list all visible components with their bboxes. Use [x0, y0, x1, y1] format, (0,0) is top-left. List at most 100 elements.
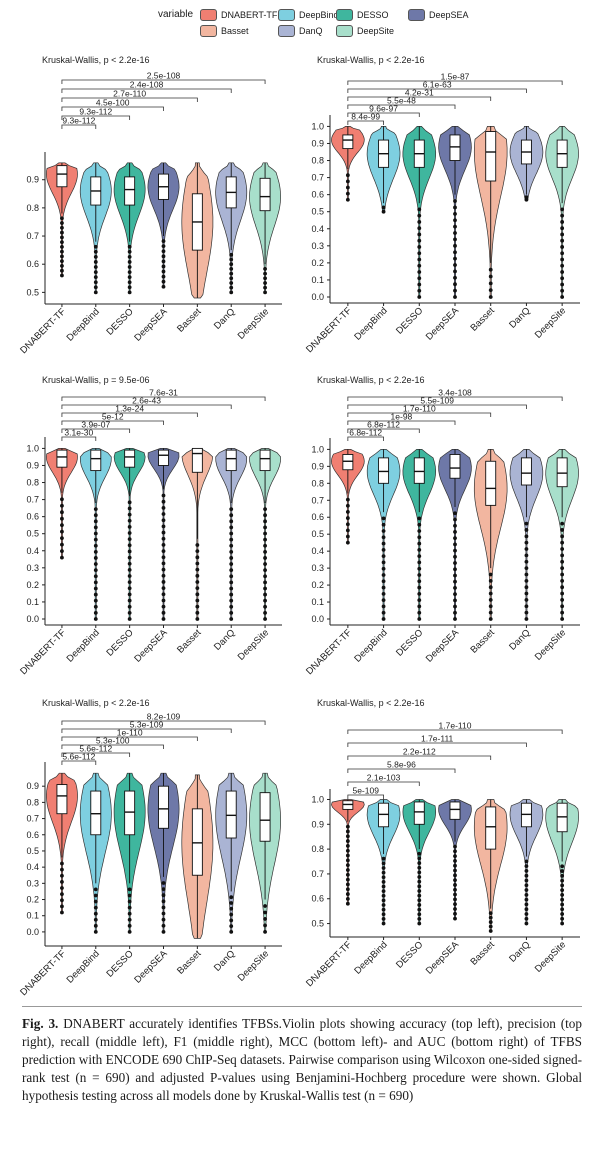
y-tick-label: 0.5: [26, 529, 39, 539]
outlier-point: [453, 863, 457, 868]
outlier-point: [127, 917, 132, 922]
outlier-point: [60, 216, 64, 221]
y-tick-label: 0.7: [26, 814, 39, 824]
comparison-p-value: 1e-98: [391, 412, 413, 422]
outlier-point: [345, 872, 350, 877]
outlier-point: [560, 263, 565, 268]
outlier-point: [93, 923, 98, 928]
outlier-point: [345, 173, 350, 178]
outlier-point: [524, 604, 529, 609]
outlier-point: [93, 525, 98, 530]
outlier-point: [417, 276, 422, 281]
outlier-point: [560, 547, 565, 551]
outlier-point: [560, 610, 565, 615]
x-tick-label: DESSO: [104, 627, 135, 658]
outlier-point: [417, 579, 422, 584]
outlier-point: [488, 591, 493, 596]
outlier-point: [560, 534, 565, 539]
outlier-point: [417, 522, 422, 527]
outlier-point: [488, 572, 493, 577]
outlier-point: [488, 915, 493, 920]
x-tick-label: Basset: [469, 305, 498, 334]
comparison-p-value: 1.3e-24: [115, 404, 144, 414]
comparison-bracket: [347, 436, 384, 441]
outlier-point: [229, 580, 234, 585]
outlier-point: [345, 858, 350, 863]
outlier-point: [524, 897, 529, 902]
outlier-point: [417, 617, 422, 621]
outlier-point: [60, 235, 64, 240]
outlier-point: [417, 270, 422, 274]
comparison-p-value: 1.7e-110: [439, 721, 472, 731]
outlier-point: [60, 879, 64, 884]
x-tick-label: Basset: [469, 939, 498, 968]
outlier-point: [60, 510, 64, 515]
outlier-point: [453, 288, 457, 293]
comparison-bracket: [347, 755, 492, 760]
outlier-point: [161, 555, 166, 560]
outlier-point: [127, 617, 132, 621]
outlier-point: [381, 875, 386, 880]
outlier-point: [345, 824, 350, 829]
outlier-point: [453, 854, 457, 858]
figure-caption: Fig. 3. DNABERT accurately identifies TF…: [22, 1015, 582, 1105]
outlier-point: [453, 586, 457, 590]
outlier-point: [345, 877, 350, 882]
x-tick-label: Basset: [175, 306, 204, 335]
y-tick-label: 0.7: [311, 173, 324, 183]
comparison-bracket: [347, 120, 384, 125]
outlier-point: [263, 266, 267, 271]
comparison-bracket: [347, 404, 527, 409]
outlier-point: [161, 567, 166, 572]
outlier-point: [263, 531, 267, 536]
outlier-point: [488, 929, 493, 933]
outlier-point: [560, 617, 565, 621]
legend-item-dnabert-tf: DNABERT-TF: [200, 9, 277, 21]
outlier-point: [127, 930, 132, 934]
y-tick-label: 0.3: [26, 878, 39, 888]
outlier-point: [229, 610, 234, 615]
outlier-point: [60, 867, 64, 872]
caption-label: Fig. 3.: [22, 1016, 59, 1031]
y-tick-label: 0.9: [311, 461, 324, 471]
outlier-point: [229, 290, 234, 295]
outlier-point: [60, 273, 64, 278]
outlier-point: [93, 568, 98, 573]
comparison-p-value: 9.3e-112: [62, 116, 95, 126]
outlier-point: [263, 930, 267, 934]
violin-figure: 0.5 0.6 0.7 0.8 0.9 Kruskal-Wallis, p < 2.2e-…: [18, 55, 580, 998]
outlier-point: [453, 916, 457, 921]
outlier-point: [417, 554, 422, 559]
outlier-point: [417, 917, 422, 921]
outlier-point: [93, 275, 98, 280]
outlier-point: [417, 257, 422, 262]
outlier-point: [127, 905, 132, 910]
comparison-p-value: 3.9e-07: [81, 420, 110, 430]
outlier-point: [127, 543, 132, 548]
kruskal-wallis-label: Kruskal-Wallis, p < 2.2e-16: [317, 55, 424, 65]
outlier-point: [560, 257, 565, 262]
x-tick-label: DanQ: [212, 627, 237, 652]
x-tick-label: Basset: [469, 627, 498, 656]
outlier-point: [93, 531, 98, 536]
outlier-point: [263, 580, 267, 585]
outlier-point: [263, 543, 267, 548]
y-tick-label: 0.7: [26, 495, 39, 505]
outlier-point: [161, 573, 166, 578]
outlier-point: [93, 899, 98, 904]
outlier-point: [161, 586, 166, 591]
outlier-point: [560, 598, 565, 602]
outlier-point: [229, 252, 234, 257]
y-tick-label: 0.4: [311, 224, 324, 234]
legend-label: DeepBind: [299, 10, 339, 20]
y-tick-label: 1.0: [311, 121, 324, 131]
outlier-point: [560, 270, 565, 274]
legend: variable DNABERT-TF DeepBind DESSO DeepSEA B…: [0, 0, 599, 40]
comparison-bracket: [347, 420, 456, 425]
outlier-point: [453, 224, 457, 229]
x-tick-label: DeepBind: [352, 939, 389, 976]
outlier-point: [161, 561, 166, 566]
outlier-point: [560, 902, 565, 907]
outlier-point: [161, 923, 166, 928]
outlier-point: [60, 268, 64, 273]
